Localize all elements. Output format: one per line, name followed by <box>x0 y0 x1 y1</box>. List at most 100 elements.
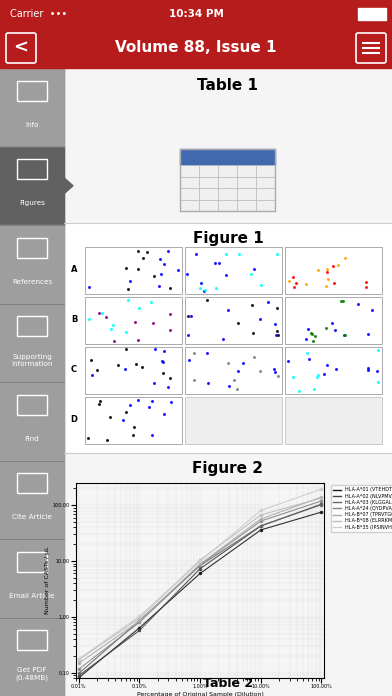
Text: Figures: Figures <box>19 200 45 206</box>
Point <box>374 366 380 377</box>
Point <box>216 258 222 269</box>
Bar <box>200 177 218 188</box>
Point <box>204 294 210 306</box>
Point <box>134 264 141 275</box>
Bar <box>0 146 64 225</box>
Point <box>192 248 199 260</box>
Bar <box>85 297 182 344</box>
Bar <box>256 165 276 177</box>
Text: Table 2: Table 2 <box>203 677 253 690</box>
Point <box>321 368 328 379</box>
Point <box>158 269 165 280</box>
Point <box>341 253 348 264</box>
Text: Info: Info <box>25 122 39 127</box>
Bar <box>256 188 276 200</box>
Point <box>333 363 339 374</box>
Point <box>175 264 181 275</box>
Point <box>188 310 194 322</box>
Point <box>330 261 336 272</box>
Bar <box>218 177 238 188</box>
Point <box>315 264 321 276</box>
Point <box>158 356 165 367</box>
Text: Figure 2: Figure 2 <box>192 461 263 477</box>
Bar <box>218 200 238 211</box>
Point <box>107 412 113 423</box>
Point <box>144 246 150 258</box>
Point <box>325 274 331 285</box>
Bar <box>200 165 218 177</box>
Point <box>123 344 129 355</box>
Bar <box>185 347 282 394</box>
Point <box>167 283 173 294</box>
Point <box>165 381 172 393</box>
Point <box>152 344 159 355</box>
Point <box>311 330 318 341</box>
Point <box>251 263 257 274</box>
Bar <box>180 188 200 200</box>
Point <box>204 347 210 358</box>
Text: Figure 1: Figure 1 <box>192 232 263 246</box>
Bar <box>256 200 276 211</box>
Point <box>235 365 241 377</box>
Point <box>310 335 317 347</box>
Bar <box>0 28 392 68</box>
Text: Email Article: Email Article <box>9 592 55 599</box>
Point <box>342 329 348 340</box>
Point <box>230 374 237 385</box>
Bar <box>180 149 276 211</box>
Point <box>167 324 174 335</box>
Point <box>223 269 229 280</box>
Point <box>275 329 281 340</box>
Point <box>156 280 163 292</box>
Point <box>335 260 341 271</box>
Point <box>290 372 296 383</box>
Point <box>365 329 371 340</box>
Bar <box>285 247 382 294</box>
Point <box>96 399 103 410</box>
Bar <box>0 303 64 382</box>
Text: Get PDF
(0.48MB): Get PDF (0.48MB) <box>16 667 49 681</box>
Point <box>270 364 277 375</box>
Point <box>103 311 109 322</box>
Bar <box>200 188 218 200</box>
Text: Find: Find <box>25 436 39 441</box>
Bar <box>358 8 386 20</box>
Point <box>202 285 209 296</box>
Text: Table 1: Table 1 <box>198 79 258 93</box>
Text: Supporting
Information: Supporting Information <box>11 354 53 367</box>
Bar <box>218 188 238 200</box>
Point <box>191 347 197 358</box>
Point <box>89 369 95 380</box>
Bar <box>238 200 256 211</box>
Text: D: D <box>71 416 78 425</box>
Point <box>307 328 314 339</box>
Bar <box>17 552 47 572</box>
Point <box>136 303 142 314</box>
Point <box>88 355 94 366</box>
Point <box>120 414 126 425</box>
Point <box>125 294 131 306</box>
Point <box>290 271 296 283</box>
Text: Cite Article: Cite Article <box>12 514 52 520</box>
Point <box>96 308 102 319</box>
Point <box>213 282 219 293</box>
Bar <box>0 617 64 696</box>
Point <box>140 253 146 264</box>
Point <box>148 296 154 308</box>
Point <box>248 269 254 280</box>
Point <box>127 400 133 411</box>
Point <box>322 322 328 333</box>
Point <box>135 394 141 405</box>
Point <box>201 285 207 296</box>
Point <box>133 358 140 370</box>
Point <box>131 422 137 433</box>
Point <box>197 283 203 294</box>
Point <box>274 248 280 260</box>
Point <box>249 299 255 310</box>
Point <box>369 305 376 316</box>
Point <box>97 395 103 406</box>
Bar <box>218 165 238 177</box>
Text: Carrier  •••: Carrier ••• <box>10 9 67 19</box>
Bar <box>64 223 392 453</box>
Bar <box>64 453 392 696</box>
